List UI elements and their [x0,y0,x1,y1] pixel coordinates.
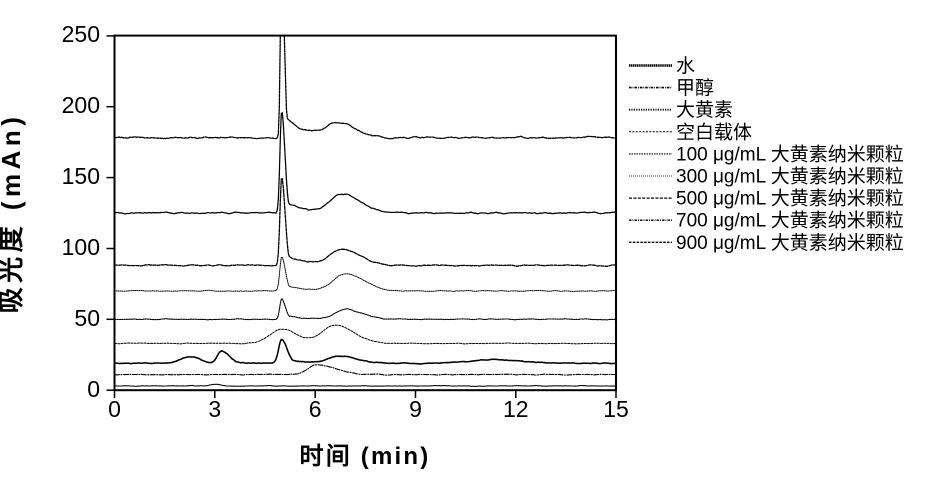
svg-text:250: 250 [62,21,100,47]
svg-text:甲醇: 甲醇 [676,77,714,99]
svg-text:150: 150 [62,163,100,189]
svg-text:时间 (min): 时间 (min) [300,443,431,470]
svg-text:100 μg/mL 大黄素纳米颗粒: 100 μg/mL 大黄素纳米颗粒 [676,143,904,165]
svg-text:700 μg/mL 大黄素纳米颗粒: 700 μg/mL 大黄素纳米颗粒 [676,210,904,232]
svg-text:0: 0 [108,396,121,422]
svg-text:空白载体: 空白载体 [676,121,752,143]
svg-text:6: 6 [309,396,322,422]
svg-text:0: 0 [87,376,100,402]
svg-text:水: 水 [676,55,695,77]
svg-text:9: 9 [409,396,422,422]
svg-text:大黄素: 大黄素 [676,99,733,121]
svg-text:100: 100 [62,234,100,260]
svg-text:12: 12 [503,396,529,422]
svg-text:50: 50 [74,305,100,331]
svg-text:900 μg/mL 大黄素纳米颗粒: 900 μg/mL 大黄素纳米颗粒 [676,232,904,254]
svg-text:500 μg/mL 大黄素纳米颗粒: 500 μg/mL 大黄素纳米颗粒 [676,188,904,210]
svg-text:3: 3 [208,396,221,422]
svg-text:300 μg/mL 大黄素纳米颗粒: 300 μg/mL 大黄素纳米颗粒 [676,166,904,188]
svg-text:15: 15 [603,396,629,422]
svg-text:200: 200 [62,92,100,118]
svg-text:吸光度 (mAn): 吸光度 (mAn) [0,113,26,314]
